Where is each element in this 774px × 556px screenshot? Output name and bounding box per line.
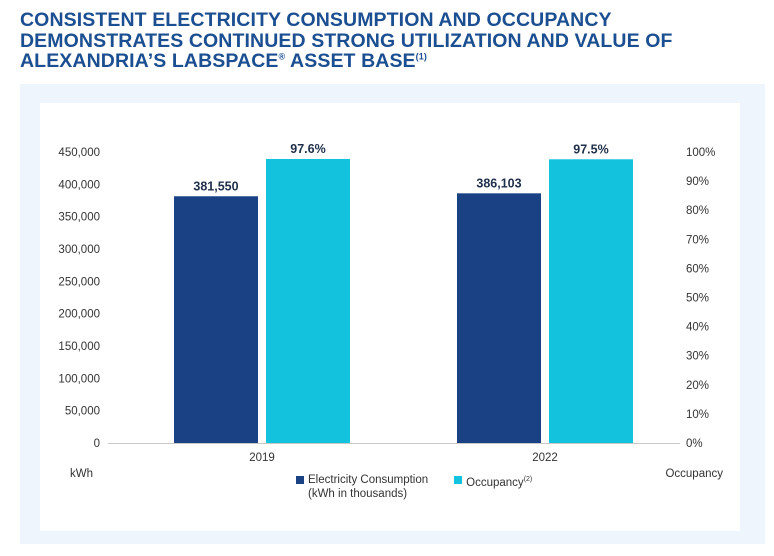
y-right-tick-label: 60% [686, 263, 709, 275]
legend: Electricity Consumption (kWh in thousand… [296, 473, 532, 501]
bar-occupancy-2019 [266, 158, 350, 443]
x-tick-label-2022: 2022 [532, 452, 558, 464]
legend-label-occupancy-footnote: (2) [523, 476, 533, 483]
bar-occupancy-2022 [549, 159, 633, 443]
legend-label-electricity-line-1: Electricity Consumption [308, 474, 429, 486]
data-label-electricity-2019: 381,550 [193, 179, 238, 193]
y-right-tick-label: 50% [686, 293, 709, 305]
headline-line-1: CONSISTENT ELECTRICITY CONSUMPTION AND O… [20, 9, 612, 31]
headline: CONSISTENT ELECTRICITY CONSUMPTION AND O… [20, 10, 760, 72]
y-left-tick-label: 350,000 [58, 212, 100, 224]
y-left-tick-label: 50,000 [65, 406, 100, 418]
legend-swatch-occupancy [454, 476, 463, 484]
bar-electricity-2022 [457, 193, 541, 443]
legend-swatch-electricity [296, 476, 304, 484]
headline-line-3: ALEXANDRIA’S LABSPACE® ASSET BASE(1) [20, 51, 760, 72]
y-right-tick-label: 70% [686, 234, 709, 246]
legend-label-electricity-line-2: (kWh in thousands) [308, 488, 408, 500]
y-left-tick-label: 150,000 [58, 341, 100, 353]
y-right-tick-label: 0% [686, 438, 703, 450]
headline-line-3-end: ASSET BASE [285, 50, 416, 72]
headline-line-3-text: ALEXANDRIA’S LABSPACE [20, 50, 279, 72]
legend-item-electricity: Electricity Consumption (kWh in thousand… [296, 473, 428, 501]
y-left-tick-label: 450,000 [58, 147, 100, 159]
y-left-tick-label: 100,000 [58, 373, 100, 385]
legend-label-occupancy-text: Occupancy [466, 476, 524, 489]
bar-electricity-2019 [174, 196, 258, 443]
data-label-occupancy-2022: 97.5% [573, 142, 608, 156]
y-left-tick-label: 300,000 [58, 244, 100, 256]
registered-mark: ® [278, 51, 286, 62]
y-right-tick-label: 80% [686, 205, 709, 217]
y-left-tick-label: 0 [94, 438, 100, 450]
headline-line-2: DEMONSTRATES CONTINUED STRONG UTILIZATIO… [20, 29, 673, 52]
y-right-tick-label: 90% [686, 176, 709, 188]
y-left-tick-label: 200,000 [58, 309, 100, 321]
legend-label-occupancy: Occupancy(2) [466, 473, 532, 490]
y-right-tick-label: 20% [686, 380, 709, 392]
x-tick-label-2019: 2019 [249, 452, 275, 464]
y-right-tick-label: 100% [686, 147, 715, 159]
data-label-electricity-2022: 386,103 [476, 176, 521, 190]
legend-label-electricity: Electricity Consumption (kWh in thousand… [308, 473, 428, 501]
y-left-tick-label: 400,000 [58, 179, 100, 191]
y-right-axis-label: Occupancy [665, 468, 723, 480]
y-left-axis-label: kWh [70, 468, 93, 480]
y-left-tick-label: 250,000 [58, 276, 100, 288]
y-right-tick-label: 10% [686, 409, 709, 421]
data-label-occupancy-2019: 97.6% [290, 142, 325, 156]
headline-footnote: (1) [415, 51, 427, 62]
y-right-tick-label: 40% [686, 322, 709, 334]
y-right-tick-label: 30% [686, 351, 709, 363]
legend-item-occupancy: Occupancy(2) [454, 473, 532, 501]
